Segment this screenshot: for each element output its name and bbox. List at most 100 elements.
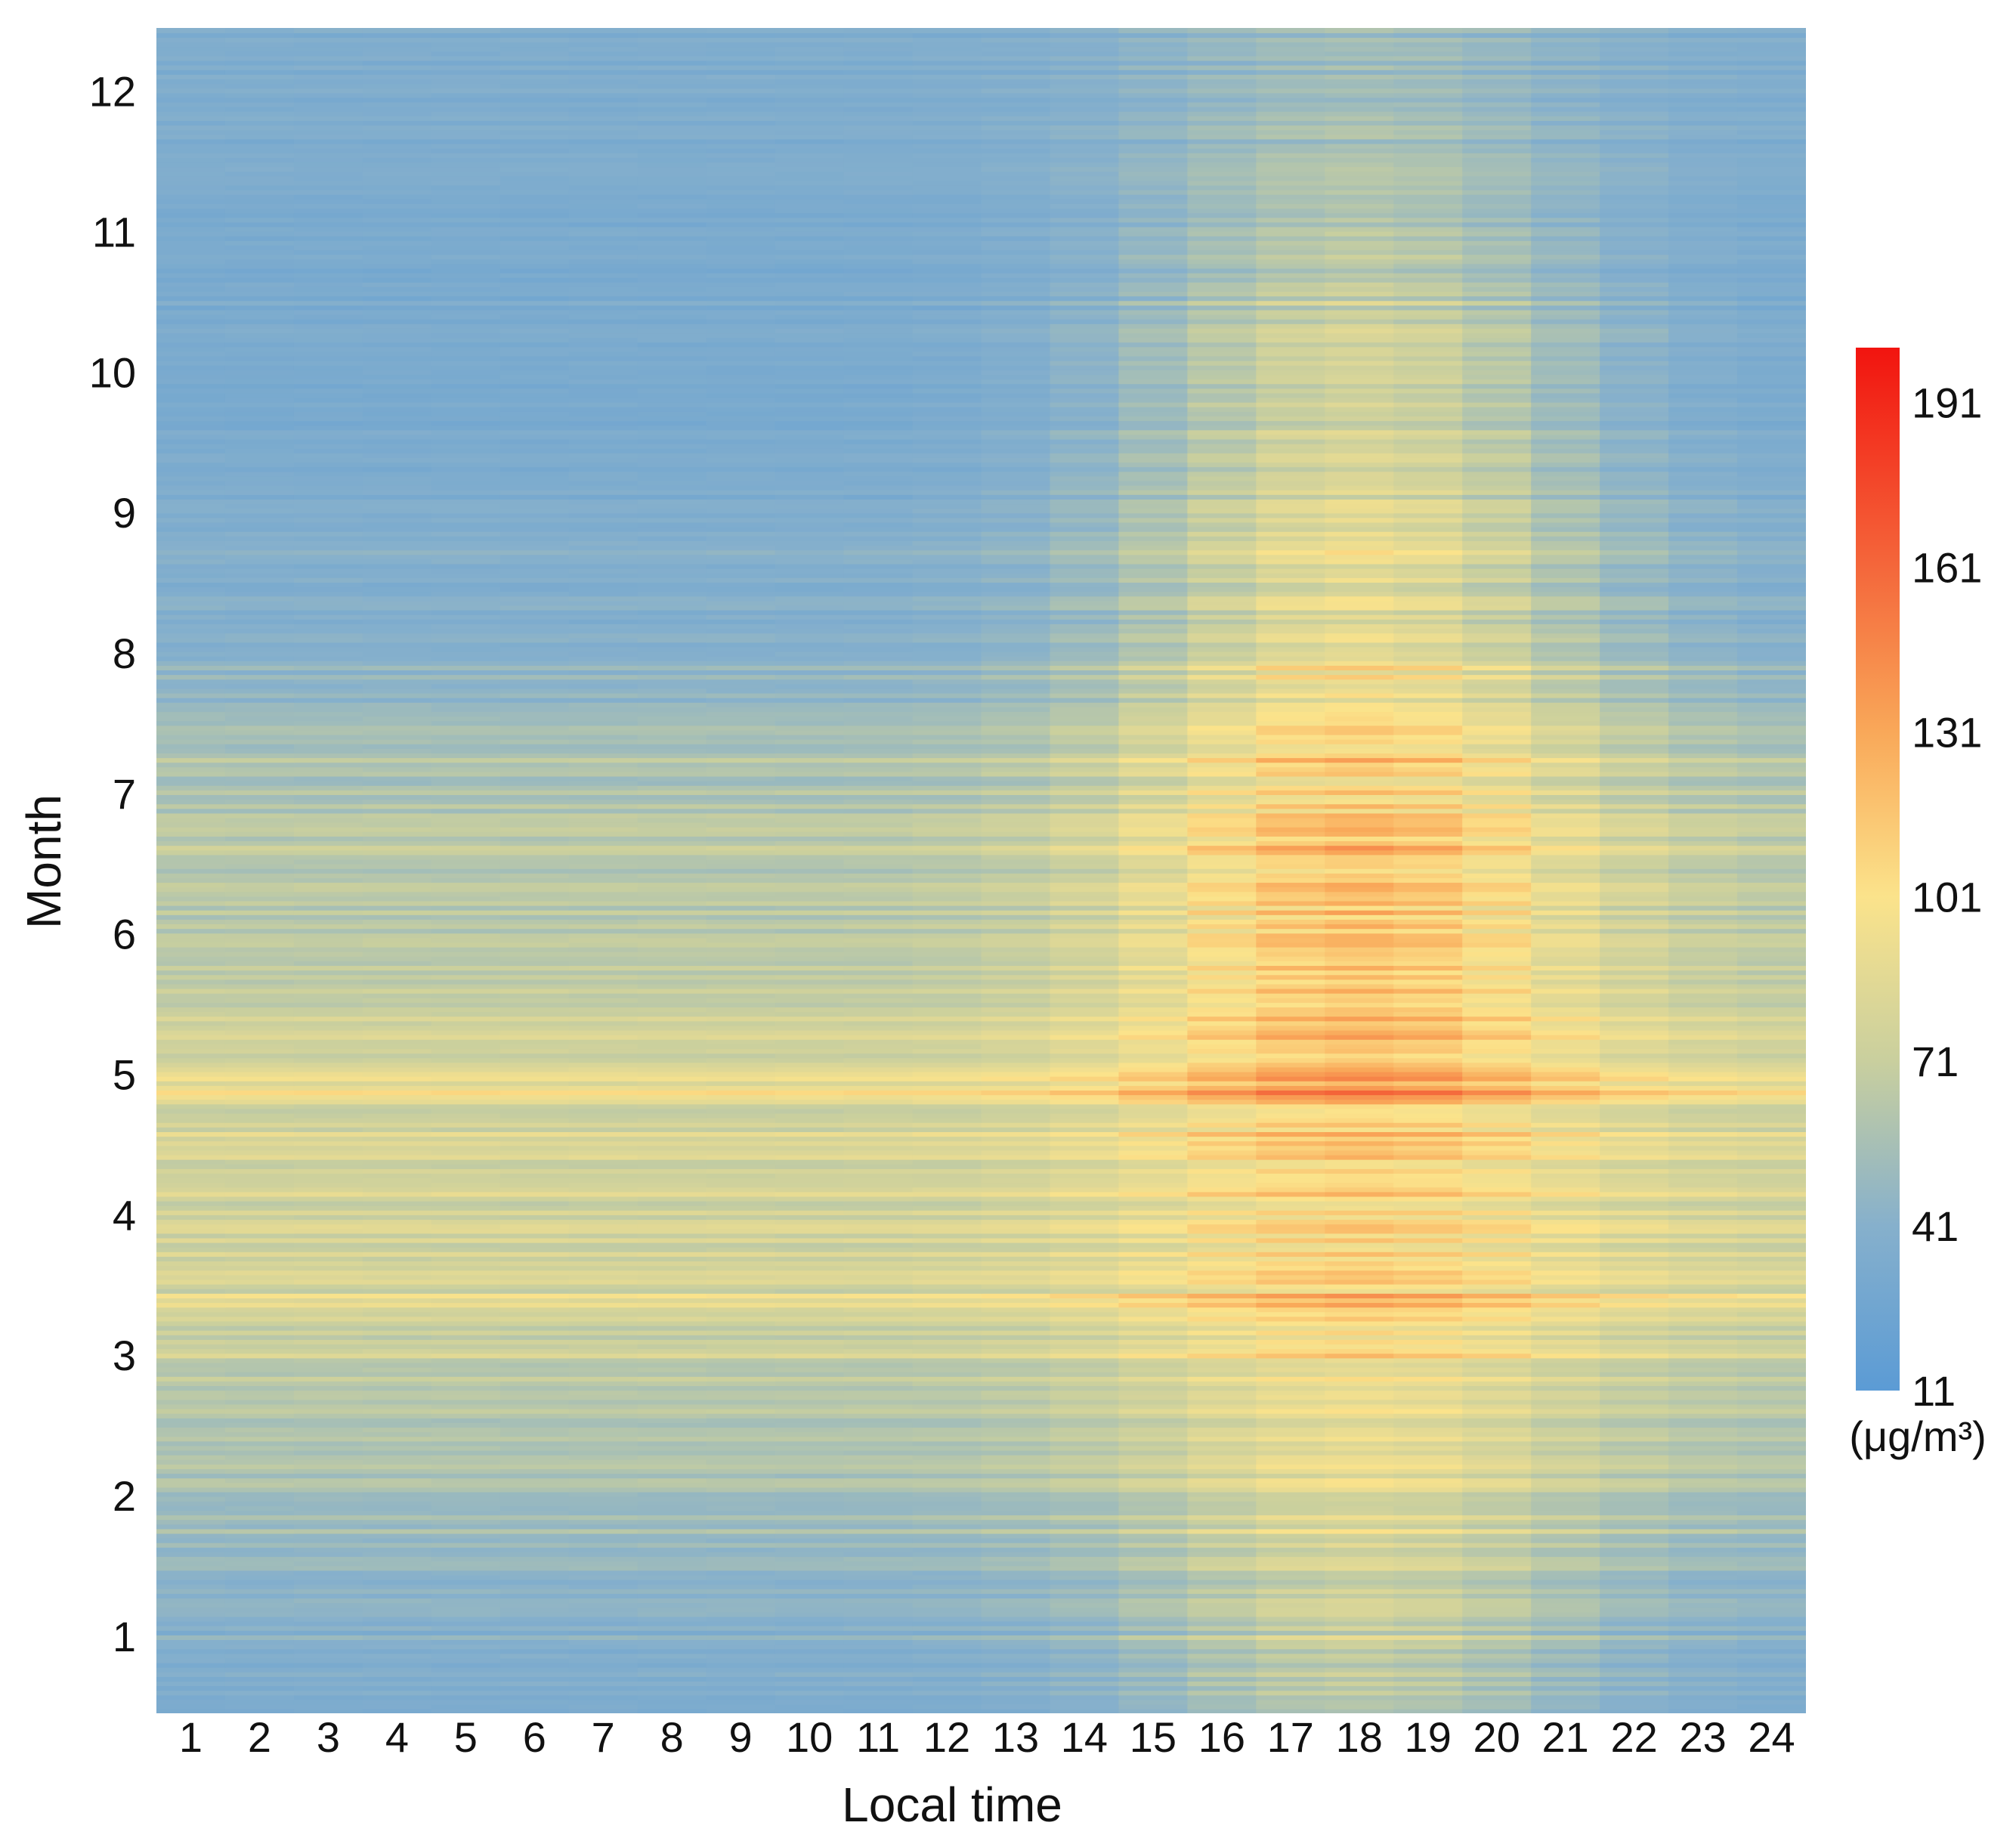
heatmap-cell [568,1044,639,1050]
heatmap-cell [1256,983,1326,989]
heatmap-cell [637,1279,707,1285]
heatmap-cell [1325,1090,1395,1096]
heatmap-cell [637,1528,707,1534]
heatmap-cell [1600,1598,1669,1604]
heatmap-cell [775,1029,845,1035]
heatmap-cell [293,1233,363,1239]
heatmap-cell [1462,1533,1532,1539]
heatmap-cell [1256,1459,1326,1465]
heatmap-row [156,808,1806,814]
heatmap-cell [156,1302,226,1308]
heatmap-cell [706,1316,776,1322]
heatmap-cell [1531,1127,1600,1132]
heatmap-cell [981,1500,1051,1506]
heatmap-cell [1118,1579,1189,1585]
heatmap-cell [843,951,914,957]
heatmap-cell [1256,1417,1326,1423]
heatmap-cell [224,1325,295,1331]
heatmap-cell [431,1117,501,1123]
heatmap-cell [1600,1528,1669,1534]
heatmap-cell [843,1694,914,1700]
heatmap-cell [843,1200,914,1206]
heatmap-cell [1050,974,1120,980]
heatmap-cell [1531,1408,1600,1414]
heatmap-cell [1462,1366,1532,1372]
heatmap-cell [1325,1496,1395,1502]
heatmap-cell [224,1366,295,1372]
heatmap-cell [1256,1579,1326,1585]
heatmap-cell [431,1496,501,1502]
heatmap-cell [293,1473,363,1479]
heatmap-cell [1462,1029,1532,1035]
heatmap-cell [981,873,1051,878]
heatmap-cell [431,1357,501,1363]
heatmap-cell [1462,1399,1532,1405]
heatmap-cell [1531,1335,1600,1340]
heatmap-cell [912,826,982,832]
heatmap-cell [637,983,707,989]
heatmap-cell [1118,1699,1189,1705]
heatmap-cell [568,1131,639,1137]
heatmap-cell [568,1500,639,1506]
heatmap-cell [156,1598,226,1604]
heatmap-cell [1737,808,1806,814]
heatmap-cell [1393,1293,1464,1298]
heatmap-cell [1393,1505,1464,1511]
heatmap-cell [1118,1044,1189,1050]
heatmap-cell [1187,1630,1257,1635]
heatmap-cell [1668,1094,1738,1100]
heatmap-cell [1600,1145,1669,1151]
heatmap-cell [224,928,295,934]
heatmap-cell [706,1293,776,1298]
heatmap-cell [1187,1620,1257,1626]
heatmap-cell [912,1422,982,1428]
heatmap-cell [1325,1487,1395,1493]
heatmap-cell [362,1288,432,1294]
heatmap-cell [431,1574,501,1580]
heatmap-cell [293,1066,363,1072]
heatmap-row [156,970,1806,976]
heatmap-cell [1600,970,1669,976]
heatmap-cell [775,1510,845,1516]
heatmap-row [156,1542,1806,1548]
heatmap-cell [1600,859,1669,865]
heatmap-cell [1393,1233,1464,1239]
heatmap-cell [843,1381,914,1387]
heatmap-cell [224,998,295,1003]
heatmap-cell [1187,1085,1257,1091]
heatmap-cell [1256,1274,1326,1280]
heatmap-cell [843,1542,914,1548]
heatmap-cell [1737,1676,1806,1682]
heatmap-cell [1668,1029,1738,1035]
heatmap-cell [1325,1533,1395,1539]
heatmap-cell [637,965,707,971]
heatmap-cell [431,1182,501,1188]
heatmap-cell [431,1233,501,1239]
heatmap-cell [1531,1080,1600,1086]
heatmap-cell [499,1112,570,1119]
heatmap-cell [1393,1288,1464,1294]
heatmap-cell [293,1329,363,1335]
heatmap-cell [1737,1500,1806,1506]
heatmap-cell [499,1616,570,1622]
heatmap-cell [156,1537,226,1543]
heatmap-cell [431,859,501,865]
heatmap-cell [1462,1173,1532,1179]
heatmap-cell [1737,1644,1806,1650]
heatmap-cell [1187,1103,1257,1109]
heatmap-row [156,1357,1806,1363]
heatmap-cell [1668,1427,1738,1433]
heatmap-cell [637,1394,707,1400]
heatmap-cell [224,1131,295,1137]
heatmap-cell [706,1191,776,1197]
heatmap-cell [1668,928,1738,934]
heatmap-cell [912,1708,982,1713]
heatmap-cell [1118,831,1189,837]
heatmap-cell [1325,1011,1395,1017]
heatmap-cell [1187,924,1257,930]
heatmap-cell [637,1657,707,1663]
heatmap-cell [775,1062,845,1068]
heatmap-cell [706,1011,776,1017]
heatmap-cell [1050,1412,1120,1419]
heatmap-row [156,909,1806,915]
